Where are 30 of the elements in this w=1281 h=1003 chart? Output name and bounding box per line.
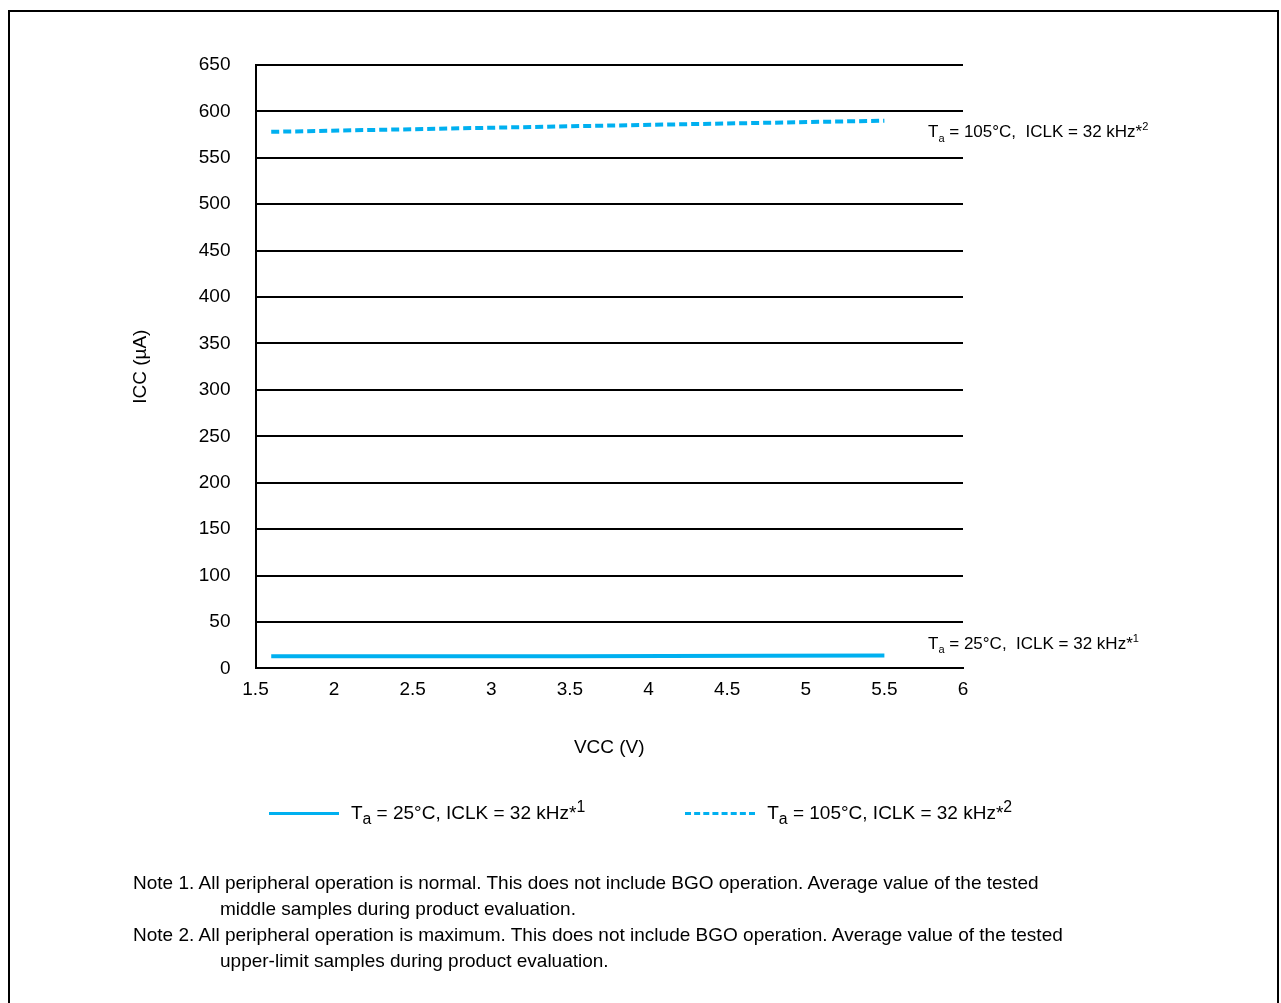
x-tick-label: 4.5 (713, 678, 741, 700)
y-tick-label: 650 (198, 53, 231, 75)
y-tick-label: 600 (198, 99, 231, 121)
y-tick-label: 50 (209, 610, 231, 632)
y-tick-label: 150 (198, 517, 231, 539)
x-tick-label: 2.5 (399, 678, 426, 700)
y-tick-label: 250 (198, 424, 231, 446)
y-tick-label: 100 (198, 563, 231, 585)
legend-label: T$_{a}$ = 25°C, ICLK = 32 kHz*$^{1}$ (350, 798, 586, 829)
x-tick-label: 1.5 (242, 678, 269, 700)
x-axis-title: VCC (V) (573, 735, 645, 757)
y-tick-label: 0 (219, 656, 231, 678)
x-tick-label: 4 (643, 678, 655, 700)
y-tick-label: 450 (198, 238, 231, 260)
x-tick-label: 5 (800, 678, 812, 700)
x-tick-label: 3.5 (556, 678, 584, 700)
x-tick-label: 2 (328, 678, 340, 700)
y-tick-label: 550 (198, 146, 231, 168)
x-tick-label: 5.5 (871, 678, 898, 700)
x-tick-label: 3 (486, 678, 497, 700)
y-tick-label: 500 (198, 192, 231, 214)
y-axis-title: ICC (µA) (128, 329, 150, 404)
y-tick-label: 300 (198, 378, 231, 400)
y-tick-label: 350 (198, 331, 231, 353)
x-tick-label: 6 (957, 678, 969, 700)
legend-label: T$_{a}$ = 105°C, ICLK = 32 kHz*$^{2}$ (767, 798, 1013, 829)
text: Note 1. All peripheral operation is normal. This does not include BGO operation. Average value of the tested middle samples during product evaluation. (133, 871, 1040, 921)
text: Note 2. All peripheral operation is maximum. This does not include BGO operation. Average value of the tested upper-limit samples during product evaluation. (133, 923, 1063, 973)
y-tick-label: 200 (198, 470, 231, 492)
y-tick-label: 400 (198, 285, 231, 307)
